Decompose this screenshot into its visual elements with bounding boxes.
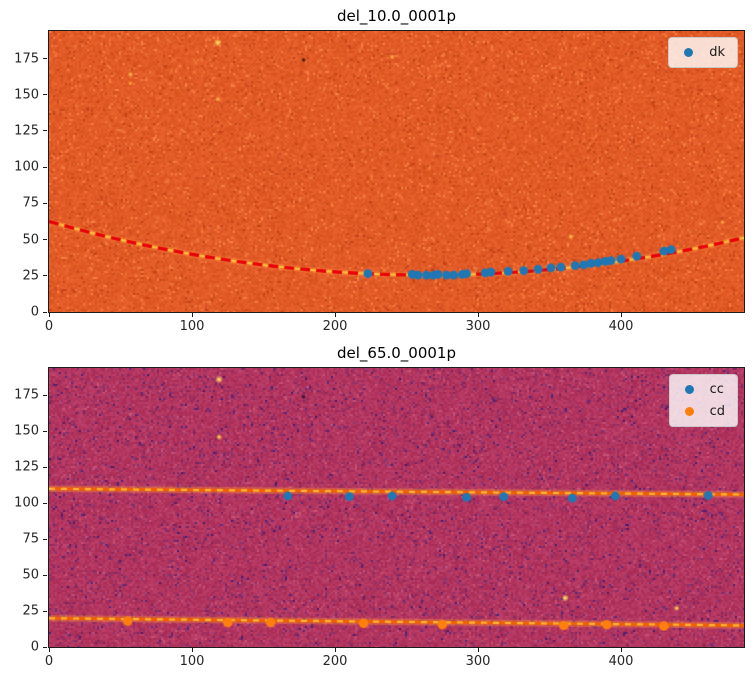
plot-title-bottom: del_65.0_0001p bbox=[336, 344, 456, 362]
y-tick-mark bbox=[43, 202, 47, 204]
y-tick-mark bbox=[43, 574, 47, 576]
legend-entry-cc: cc bbox=[678, 380, 727, 399]
y-tick-label: 75 bbox=[22, 531, 39, 547]
y-tick-mark bbox=[43, 646, 47, 648]
x-tick-label: 200 bbox=[322, 319, 348, 334]
legend-entry-dk: dk bbox=[677, 43, 727, 62]
y-tick-mark bbox=[43, 538, 47, 540]
y-tick-label: 50 bbox=[22, 567, 39, 583]
y-tick-mark bbox=[43, 275, 47, 277]
x-tick-mark bbox=[477, 313, 479, 317]
x-tick-mark bbox=[334, 648, 336, 652]
heatmap-image-top bbox=[49, 31, 744, 312]
y-tick-mark bbox=[43, 239, 47, 241]
y-tick-mark bbox=[43, 502, 47, 504]
y-tick-mark bbox=[43, 466, 47, 468]
axes-bottom: cc cd bbox=[48, 367, 745, 648]
y-tick-label: 150 bbox=[14, 87, 39, 103]
legend-top: dk bbox=[668, 37, 738, 68]
x-tick-mark bbox=[334, 313, 336, 317]
legend-marker-icon bbox=[684, 385, 694, 394]
x-tick-label: 400 bbox=[608, 319, 634, 334]
legend-label: cc bbox=[709, 382, 724, 397]
legend-marker-icon bbox=[684, 48, 694, 57]
x-tick-label: 0 bbox=[44, 654, 54, 669]
y-tick-label: 25 bbox=[22, 603, 39, 619]
legend-label: cd bbox=[709, 404, 725, 419]
legend-entry-cd: cd bbox=[678, 402, 727, 421]
x-tick-label: 200 bbox=[322, 654, 348, 669]
x-tick-label: 0 bbox=[44, 319, 54, 334]
y-tick-mark bbox=[43, 394, 47, 396]
y-tick-label: 175 bbox=[14, 387, 39, 403]
heatmap-image-bottom bbox=[49, 368, 744, 647]
y-tick-mark bbox=[43, 130, 47, 132]
y-tick-label: 0 bbox=[30, 304, 39, 320]
x-tick-mark bbox=[620, 313, 622, 317]
axes-top: dk bbox=[48, 30, 745, 313]
y-tick-mark bbox=[43, 610, 47, 612]
y-tick-label: 50 bbox=[22, 232, 39, 248]
y-tick-mark bbox=[43, 58, 47, 60]
legend-marker-icon bbox=[684, 407, 694, 416]
x-tick-label: 100 bbox=[179, 654, 205, 669]
x-tick-mark bbox=[191, 313, 193, 317]
y-tick-mark bbox=[43, 430, 47, 432]
plot-title-top: del_10.0_0001p bbox=[336, 7, 456, 25]
y-tick-mark bbox=[43, 166, 47, 168]
x-tick-label: 300 bbox=[465, 319, 491, 334]
x-tick-mark bbox=[48, 648, 50, 652]
legend-bottom: cc cd bbox=[668, 374, 738, 427]
y-tick-label: 100 bbox=[14, 495, 39, 511]
x-tick-mark bbox=[191, 648, 193, 652]
y-tick-label: 0 bbox=[30, 639, 39, 655]
legend-label: dk bbox=[709, 45, 725, 60]
y-tick-mark bbox=[43, 94, 47, 96]
x-tick-mark bbox=[620, 648, 622, 652]
y-tick-label: 75 bbox=[22, 195, 39, 211]
y-tick-label: 175 bbox=[14, 51, 39, 67]
y-tick-label: 125 bbox=[14, 123, 39, 139]
x-tick-label: 400 bbox=[608, 654, 634, 669]
x-tick-mark bbox=[48, 313, 50, 317]
y-tick-label: 150 bbox=[14, 423, 39, 439]
x-tick-mark bbox=[477, 648, 479, 652]
y-tick-label: 125 bbox=[14, 459, 39, 475]
x-tick-label: 300 bbox=[465, 654, 491, 669]
y-tick-label: 100 bbox=[14, 159, 39, 175]
x-tick-label: 100 bbox=[179, 319, 205, 334]
y-tick-label: 25 bbox=[22, 268, 39, 284]
y-tick-mark bbox=[43, 311, 47, 313]
